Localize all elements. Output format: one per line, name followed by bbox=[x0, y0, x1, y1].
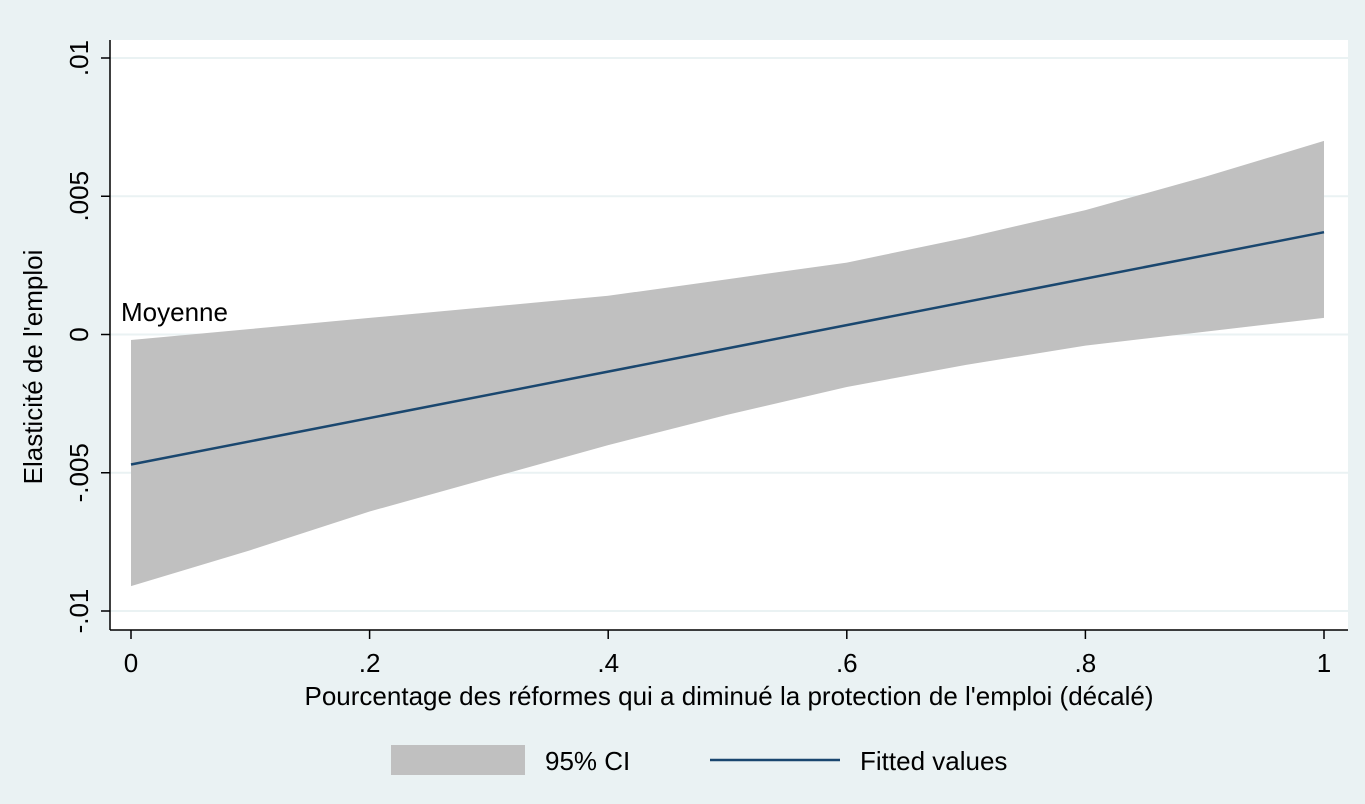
ci-band bbox=[131, 140, 1324, 587]
y-tick-label: -.01 bbox=[64, 589, 94, 634]
x-tick-label: .6 bbox=[836, 648, 858, 678]
x-tick-label: .8 bbox=[1075, 648, 1097, 678]
x-tick-label: .2 bbox=[359, 648, 381, 678]
x-axis-title: Pourcentage des réformes qui a diminué l… bbox=[305, 681, 1154, 711]
x-tick-label: .4 bbox=[597, 648, 619, 678]
legend-fit-label: Fitted values bbox=[860, 746, 1007, 776]
tick-labels: 0 .2 .4 .6 .8 1 -.01 -.005 0 .005 .01 bbox=[64, 40, 1331, 678]
y-tick-label: 0 bbox=[64, 327, 94, 341]
y-tick-label: -.005 bbox=[64, 443, 94, 502]
annotation-moyenne: Moyenne bbox=[121, 297, 228, 327]
ci-band-layer bbox=[131, 140, 1324, 587]
y-axis-title: Elasticité de l'emploi bbox=[18, 250, 48, 485]
x-tick-label: 1 bbox=[1317, 648, 1331, 678]
legend: 95% CI Fitted values bbox=[391, 745, 1007, 776]
y-tick-label: .01 bbox=[64, 40, 94, 76]
y-tick-label: .005 bbox=[64, 171, 94, 222]
legend-ci-label: 95% CI bbox=[545, 746, 630, 776]
fit-line-layer bbox=[130, 230, 1325, 466]
legend-ci-swatch bbox=[391, 745, 525, 775]
fitted-values-line bbox=[130, 230, 1325, 466]
axes bbox=[101, 40, 1348, 639]
x-tick-label: 0 bbox=[124, 648, 138, 678]
